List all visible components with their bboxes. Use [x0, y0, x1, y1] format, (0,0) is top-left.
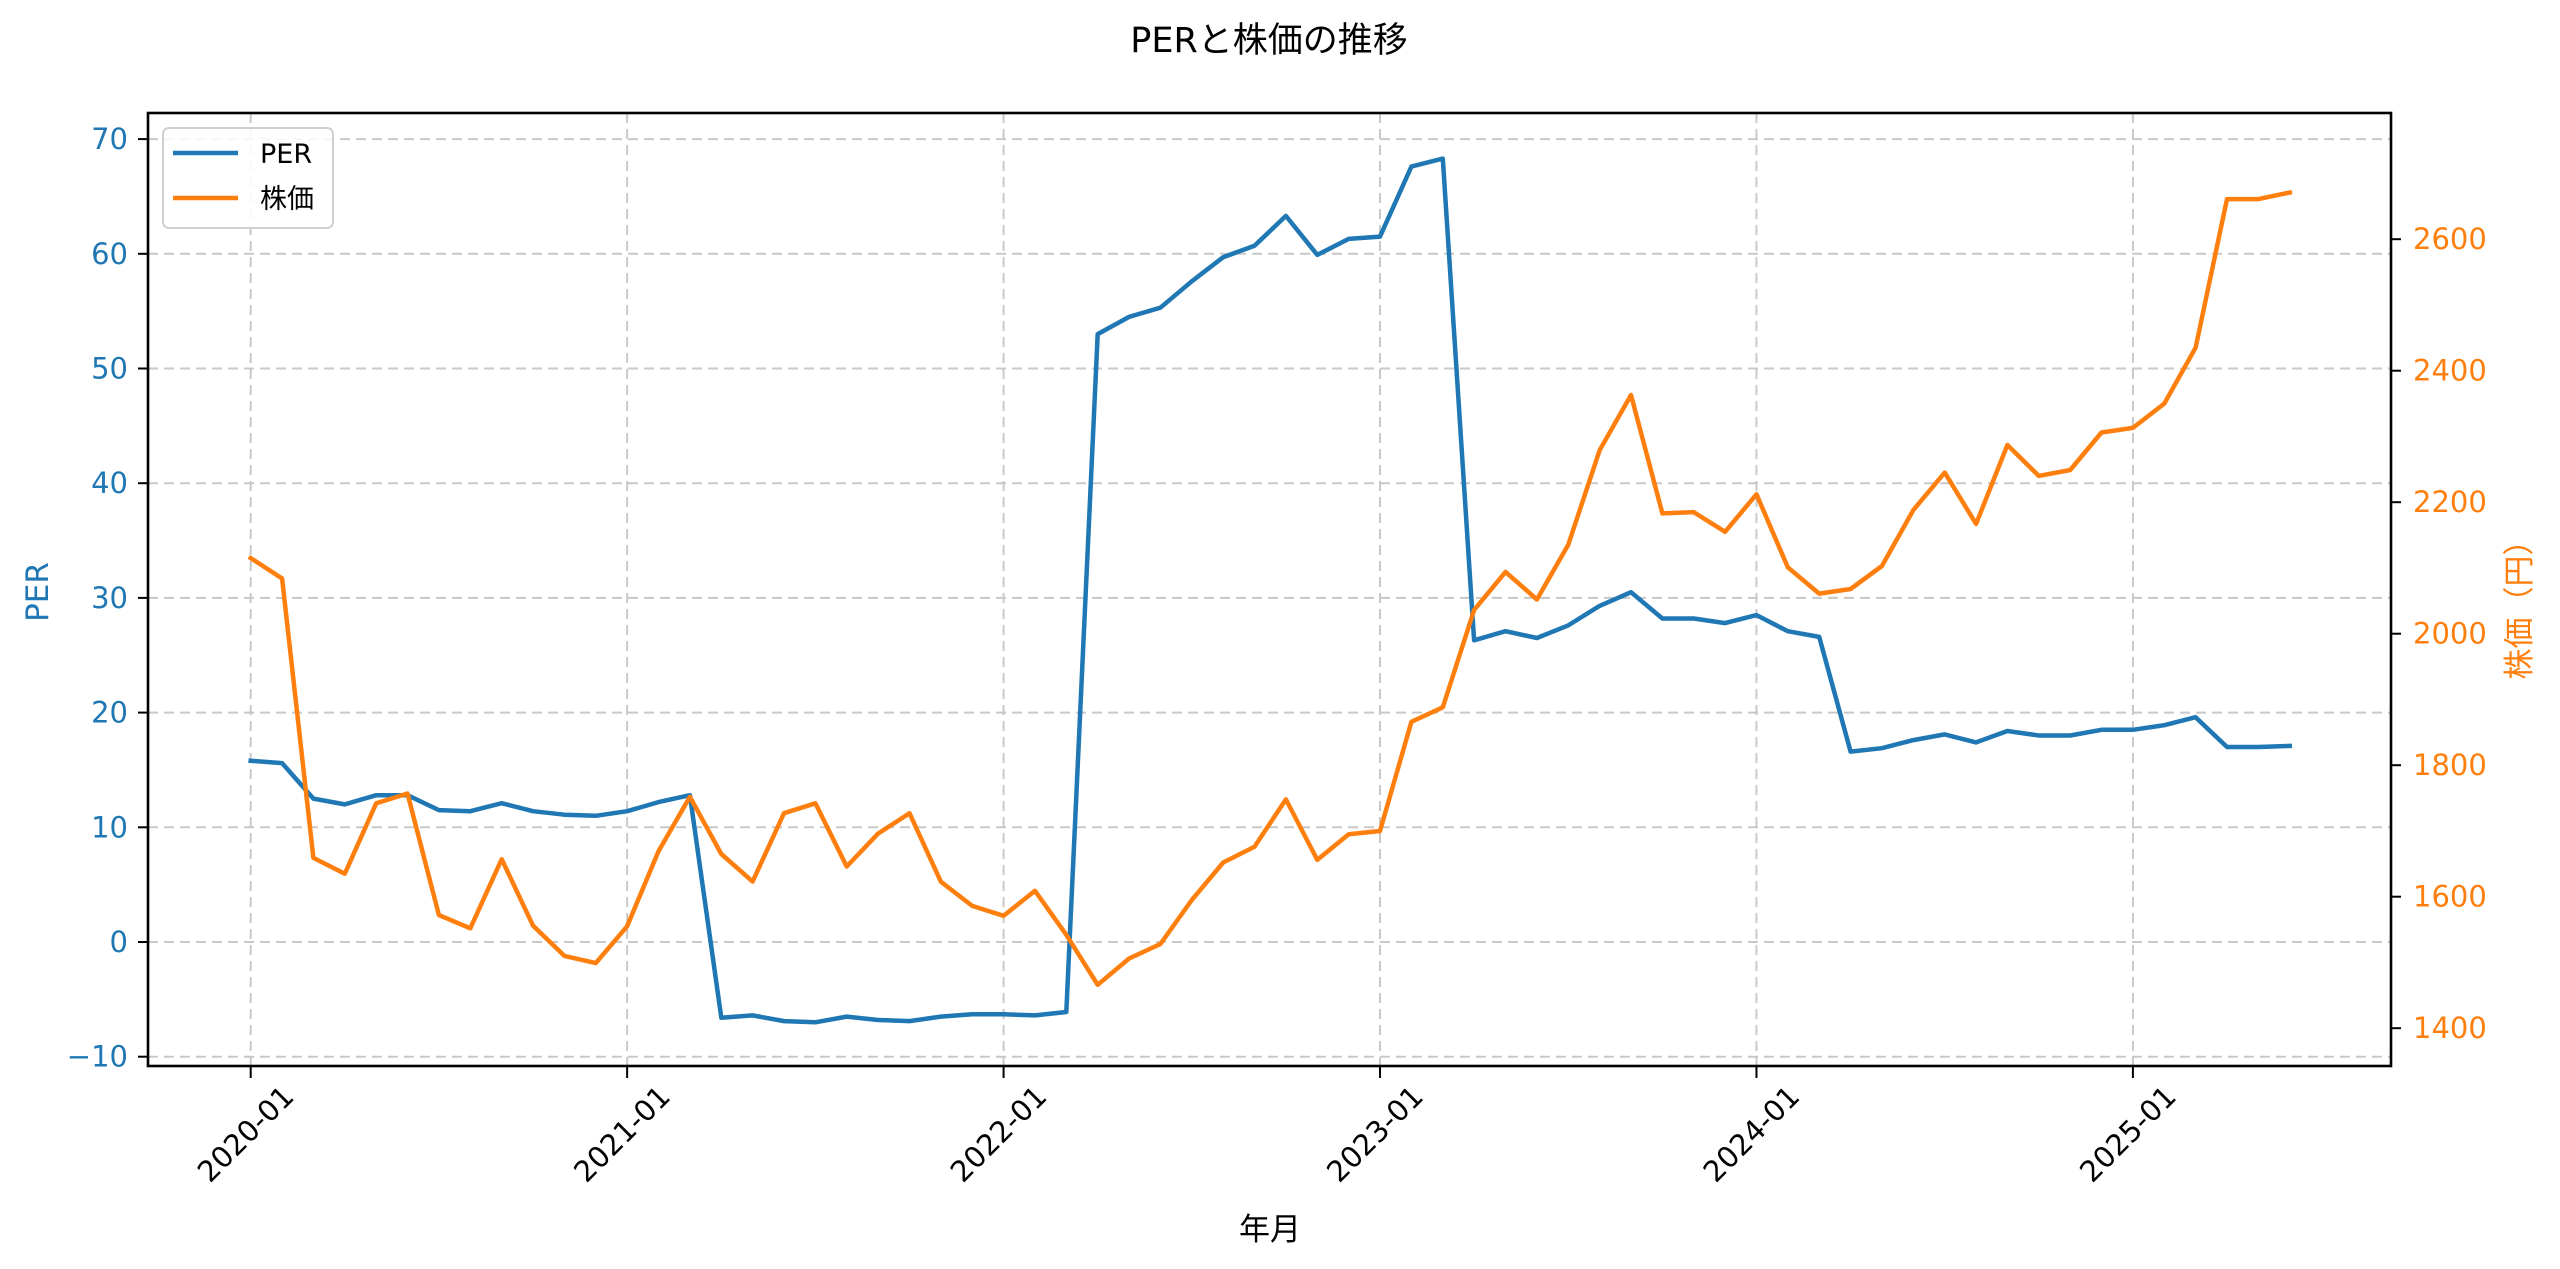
left-tick-label: −10 [67, 1040, 128, 1074]
legend-per-label: PER [260, 139, 312, 170]
right-tick-label: 2600 [2413, 222, 2487, 256]
right-y-axis: 1400 1600 1800 2000 2200 2400 2600 [2391, 222, 2487, 1045]
left-tick-label: 70 [91, 122, 128, 156]
chart-title: PERと株価の推移 [1130, 21, 1408, 61]
series-lines [247, 156, 2293, 1025]
x-tick-label: 2025-01 [2073, 1079, 2183, 1189]
right-y-axis-label: 株価（円） [2502, 525, 2538, 680]
legend-price-label: 株価 [260, 184, 314, 215]
x-tick-label: 2022-01 [944, 1079, 1054, 1189]
left-tick-label: 20 [91, 696, 128, 730]
left-tick-label: 60 [91, 237, 128, 271]
x-axis-label: 年月 [1239, 1212, 1301, 1248]
per-line [248, 156, 2293, 1025]
price-line [247, 189, 2293, 988]
left-y-axis-label: PER [20, 562, 56, 622]
x-axis: 2020-01 2021-01 2022-01 2023-01 2024-01 2025-… [191, 1066, 2183, 1189]
right-tick-label: 2400 [2413, 354, 2487, 388]
x-tick-label: 2023-01 [1320, 1079, 1430, 1189]
plot-frame [146, 111, 2393, 1068]
right-tick-label: 2000 [2413, 617, 2487, 651]
x-tick-label: 2021-01 [567, 1079, 677, 1189]
left-tick-label: 10 [91, 810, 128, 844]
left-tick-label: 0 [110, 925, 128, 959]
legend: PER 株価 [162, 127, 334, 229]
left-tick-label: 30 [91, 581, 128, 615]
right-tick-label: 1600 [2413, 880, 2487, 914]
grid-lines [148, 113, 2391, 1066]
left-tick-label: 50 [91, 352, 128, 386]
right-tick-label: 2200 [2413, 485, 2487, 519]
left-tick-label: 40 [91, 466, 128, 500]
x-tick-label: 2020-01 [191, 1079, 301, 1189]
x-tick-label: 2024-01 [1697, 1079, 1807, 1189]
left-y-axis: −10 0 10 20 30 40 50 60 70 [67, 122, 148, 1074]
right-tick-label: 1400 [2413, 1011, 2487, 1045]
right-tick-label: 1800 [2413, 748, 2487, 782]
